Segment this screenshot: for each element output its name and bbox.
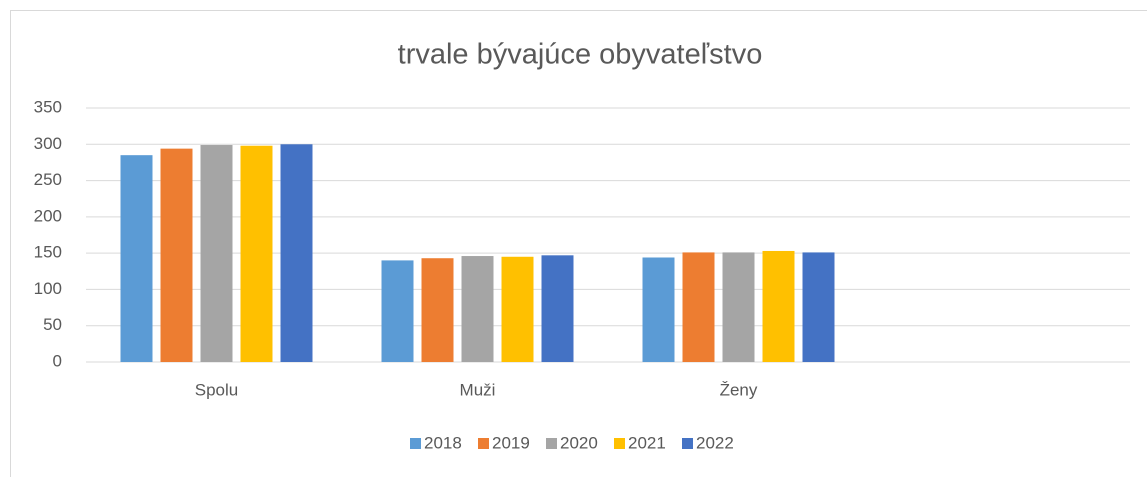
bar <box>160 148 193 362</box>
bar <box>240 145 273 362</box>
bar <box>381 260 414 362</box>
legend-swatch <box>410 438 421 449</box>
legend-label: 2020 <box>560 433 598 452</box>
x-tick-label: Spolu <box>195 380 238 399</box>
legend-swatch <box>546 438 557 449</box>
legend-label: 2021 <box>628 433 666 452</box>
legend-label: 2022 <box>696 433 734 452</box>
legend-swatch <box>478 438 489 449</box>
bar <box>642 257 675 362</box>
bar <box>280 144 313 362</box>
legend-label: 2018 <box>424 433 462 452</box>
legend-label: 2019 <box>492 433 530 452</box>
bar <box>501 256 534 362</box>
bar <box>722 252 755 362</box>
bar <box>802 252 835 362</box>
legend-swatch <box>682 438 693 449</box>
x-tick-label: Muži <box>460 380 496 399</box>
y-tick-label: 350 <box>34 97 62 116</box>
y-tick-label: 200 <box>34 206 62 225</box>
bar <box>762 250 795 362</box>
bar <box>541 255 574 362</box>
bar <box>421 258 454 362</box>
y-tick-label: 250 <box>34 170 62 189</box>
chart-frame <box>10 10 1147 477</box>
bar <box>682 252 715 362</box>
y-tick-label: 0 <box>53 351 62 370</box>
chart-title: trvale bývajúce obyvateľstvo <box>398 39 763 71</box>
y-tick-label: 50 <box>43 315 62 334</box>
y-tick-label: 300 <box>34 134 62 153</box>
bar <box>120 155 153 362</box>
bar <box>461 256 494 362</box>
bar <box>200 145 233 362</box>
y-tick-label: 100 <box>34 279 62 298</box>
legend-swatch <box>614 438 625 449</box>
x-tick-label: Ženy <box>720 380 758 399</box>
y-tick-label: 150 <box>34 243 62 262</box>
